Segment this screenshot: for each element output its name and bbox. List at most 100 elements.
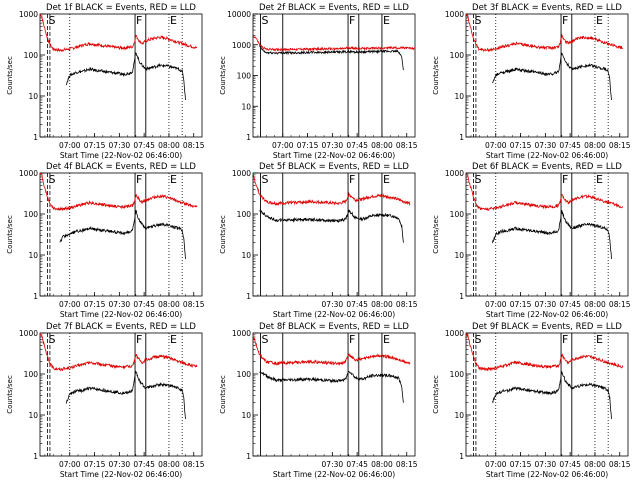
y-tick-label: 10 bbox=[241, 102, 251, 111]
chart-panel-6: Det 6f BLACK = Events, RED = LLD 1 10 100 10… bbox=[432, 162, 631, 319]
x-tick-label: 08:15 bbox=[396, 460, 418, 469]
x-tick-label: 08:00 bbox=[158, 460, 180, 469]
x-tick-label: 07:15 bbox=[84, 460, 106, 469]
marker-label-e: E bbox=[383, 173, 390, 186]
x-tick-label: 07:30 bbox=[535, 141, 557, 150]
x-tick-label: 08:15 bbox=[609, 300, 631, 309]
y-axis-label: Counts/sec bbox=[219, 215, 227, 254]
x-tick-label: 07:30 bbox=[322, 141, 344, 150]
chart-title: Det 7f BLACK = Events, RED = LLD bbox=[46, 322, 196, 332]
plot-frame bbox=[39, 172, 203, 297]
x-tick-label: 07:30 bbox=[109, 141, 131, 150]
marker-label-e: E bbox=[170, 14, 177, 27]
x-tick-label: 07:30 bbox=[322, 300, 344, 309]
y-tick-label: 1 bbox=[246, 133, 251, 142]
x-tick-label: 07:45 bbox=[559, 300, 581, 309]
y-tick-label: 10 bbox=[454, 411, 464, 420]
marker-label-f: F bbox=[562, 333, 568, 346]
x-axis-label: Start Time (22-Nov-02 06:46:00) bbox=[60, 151, 182, 160]
y-axis-label: Counts/sec bbox=[432, 375, 440, 414]
y-tick-label: 100 bbox=[24, 210, 39, 219]
chart-title: Det 8f BLACK = Events, RED = LLD bbox=[259, 322, 409, 332]
chart-title: Det 9f BLACK = Events, RED = LLD bbox=[472, 322, 622, 332]
y-tick-label: 1 bbox=[459, 133, 464, 142]
chart-panel-8: Det 8f BLACK = Events, RED = LLD 1 10 100 10… bbox=[219, 322, 418, 479]
chart-title: Det 5f BLACK = Events, RED = LLD bbox=[259, 162, 409, 172]
series-line-events bbox=[66, 370, 186, 420]
y-tick-label: 10 bbox=[454, 251, 464, 260]
marker-label-f: F bbox=[562, 173, 568, 186]
y-axis-label: Counts/sec bbox=[6, 56, 14, 95]
y-tick-label: 100 bbox=[450, 210, 465, 219]
marker-label-s: S bbox=[48, 173, 55, 186]
x-tick-label: 07:30 bbox=[322, 460, 344, 469]
series-line-lld bbox=[466, 14, 624, 53]
plot-frame bbox=[252, 332, 416, 457]
x-tick-label: 08:00 bbox=[158, 141, 180, 150]
x-tick-label: 07:00 bbox=[59, 141, 81, 150]
marker-label-s: S bbox=[261, 14, 268, 27]
marker-label-s: S bbox=[48, 14, 55, 27]
marker-label-s: S bbox=[474, 333, 481, 346]
y-axis-label: Counts/sec bbox=[6, 215, 14, 254]
y-tick-label: 1000 bbox=[232, 169, 251, 178]
y-tick-label: 1000 bbox=[445, 169, 464, 178]
y-tick-label: 1 bbox=[33, 452, 38, 461]
x-tick-label: 08:00 bbox=[158, 300, 180, 309]
y-axis-label: Counts/sec bbox=[432, 215, 440, 254]
marker-label-e: E bbox=[170, 333, 177, 346]
x-tick-label: 07:45 bbox=[346, 300, 368, 309]
x-tick-label: 07:15 bbox=[510, 460, 532, 469]
x-tick-label: 07:15 bbox=[84, 300, 106, 309]
marker-label-e: E bbox=[383, 333, 390, 346]
marker-label-e: E bbox=[170, 173, 177, 186]
x-tick-label: 07:30 bbox=[535, 300, 557, 309]
x-tick-label: 07:15 bbox=[510, 300, 532, 309]
marker-label-e: E bbox=[383, 14, 390, 27]
x-tick-label: 08:00 bbox=[584, 460, 606, 469]
chart-panel-1: Det 1f BLACK = Events, RED = LLD 1 10 100 10… bbox=[6, 3, 205, 160]
marker-label-s: S bbox=[48, 333, 55, 346]
series-line-lld bbox=[253, 334, 411, 366]
chart-title: Det 6f BLACK = Events, RED = LLD bbox=[472, 162, 622, 172]
y-tick-label: 1 bbox=[33, 133, 38, 142]
y-axis-label: Counts/sec bbox=[432, 56, 440, 95]
marker-label-e: E bbox=[596, 333, 603, 346]
chart-panel-2: Det 2f BLACK = Events, RED = LLD 1 10 100 10… bbox=[219, 3, 418, 160]
series-line-events bbox=[259, 209, 404, 243]
plot-frame bbox=[39, 13, 203, 138]
y-tick-label: 100 bbox=[237, 72, 252, 81]
x-tick-label: 07:00 bbox=[485, 460, 507, 469]
x-tick-label: 07:45 bbox=[133, 300, 155, 309]
marker-label-s: S bbox=[261, 333, 268, 346]
x-tick-label: 08:00 bbox=[371, 460, 393, 469]
x-axis-label: Start Time (22-Nov-02 06:46:00) bbox=[60, 310, 182, 319]
x-tick-label: 07:00 bbox=[485, 141, 507, 150]
series-line-events bbox=[259, 369, 404, 403]
plot-frame bbox=[252, 172, 416, 297]
x-tick-label: 08:00 bbox=[584, 141, 606, 150]
marker-label-f: F bbox=[349, 333, 355, 346]
x-axis-label: Start Time (22-Nov-02 06:46:00) bbox=[486, 151, 608, 160]
series-line-lld bbox=[253, 173, 411, 207]
series-line-events bbox=[59, 210, 186, 260]
marker-label-f: F bbox=[136, 173, 142, 186]
series-line-events bbox=[492, 52, 612, 101]
marker-label-f: F bbox=[136, 14, 142, 27]
y-tick-label: 10000 bbox=[227, 10, 251, 19]
y-tick-label: 1 bbox=[459, 452, 464, 461]
x-tick-label: 07:00 bbox=[485, 300, 507, 309]
x-tick-label: 07:45 bbox=[346, 141, 368, 150]
x-tick-label: 07:15 bbox=[510, 141, 532, 150]
x-tick-label: 08:15 bbox=[396, 300, 418, 309]
y-tick-label: 100 bbox=[237, 210, 252, 219]
x-tick-label: 07:00 bbox=[272, 141, 294, 150]
x-tick-label: 07:45 bbox=[133, 460, 155, 469]
y-tick-label: 100 bbox=[450, 51, 465, 60]
y-tick-label: 100 bbox=[237, 370, 252, 379]
chart-title: Det 1f BLACK = Events, RED = LLD bbox=[46, 3, 196, 13]
x-tick-label: 07:45 bbox=[559, 460, 581, 469]
plot-frame bbox=[39, 332, 203, 457]
y-tick-label: 100 bbox=[24, 370, 39, 379]
x-axis-label: Start Time (22-Nov-02 06:46:00) bbox=[273, 470, 395, 479]
